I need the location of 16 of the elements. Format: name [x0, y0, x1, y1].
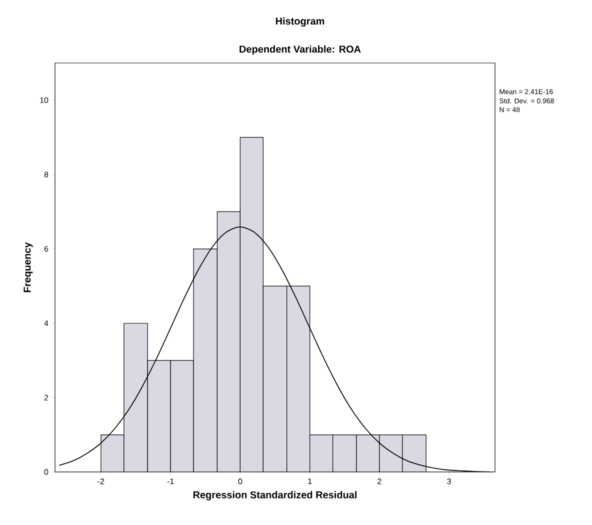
x-tick-label: 3: [447, 478, 451, 484]
x-tick-label: 1: [308, 478, 312, 484]
chart-title: Histogram: [276, 17, 324, 27]
y-axis-title: Frequency: [24, 242, 33, 292]
x-tick-label: 2: [378, 478, 382, 484]
y-tick-label: 0: [44, 469, 48, 475]
x-tick-label: -2: [98, 478, 104, 484]
y-tick-label: 8: [44, 172, 48, 178]
y-tick-label: 10: [40, 97, 48, 104]
chart-subtitle: Dependent Variable: ROA: [240, 45, 361, 55]
y-tick-label: 6: [44, 246, 48, 252]
x-tick-label: 0: [238, 478, 242, 484]
y-tick-label: 2: [44, 394, 48, 400]
x-axis-title: Regression Standardized Residual: [193, 491, 357, 500]
y-tick-label: 4: [44, 320, 48, 326]
x-tick-label: -1: [167, 478, 174, 484]
